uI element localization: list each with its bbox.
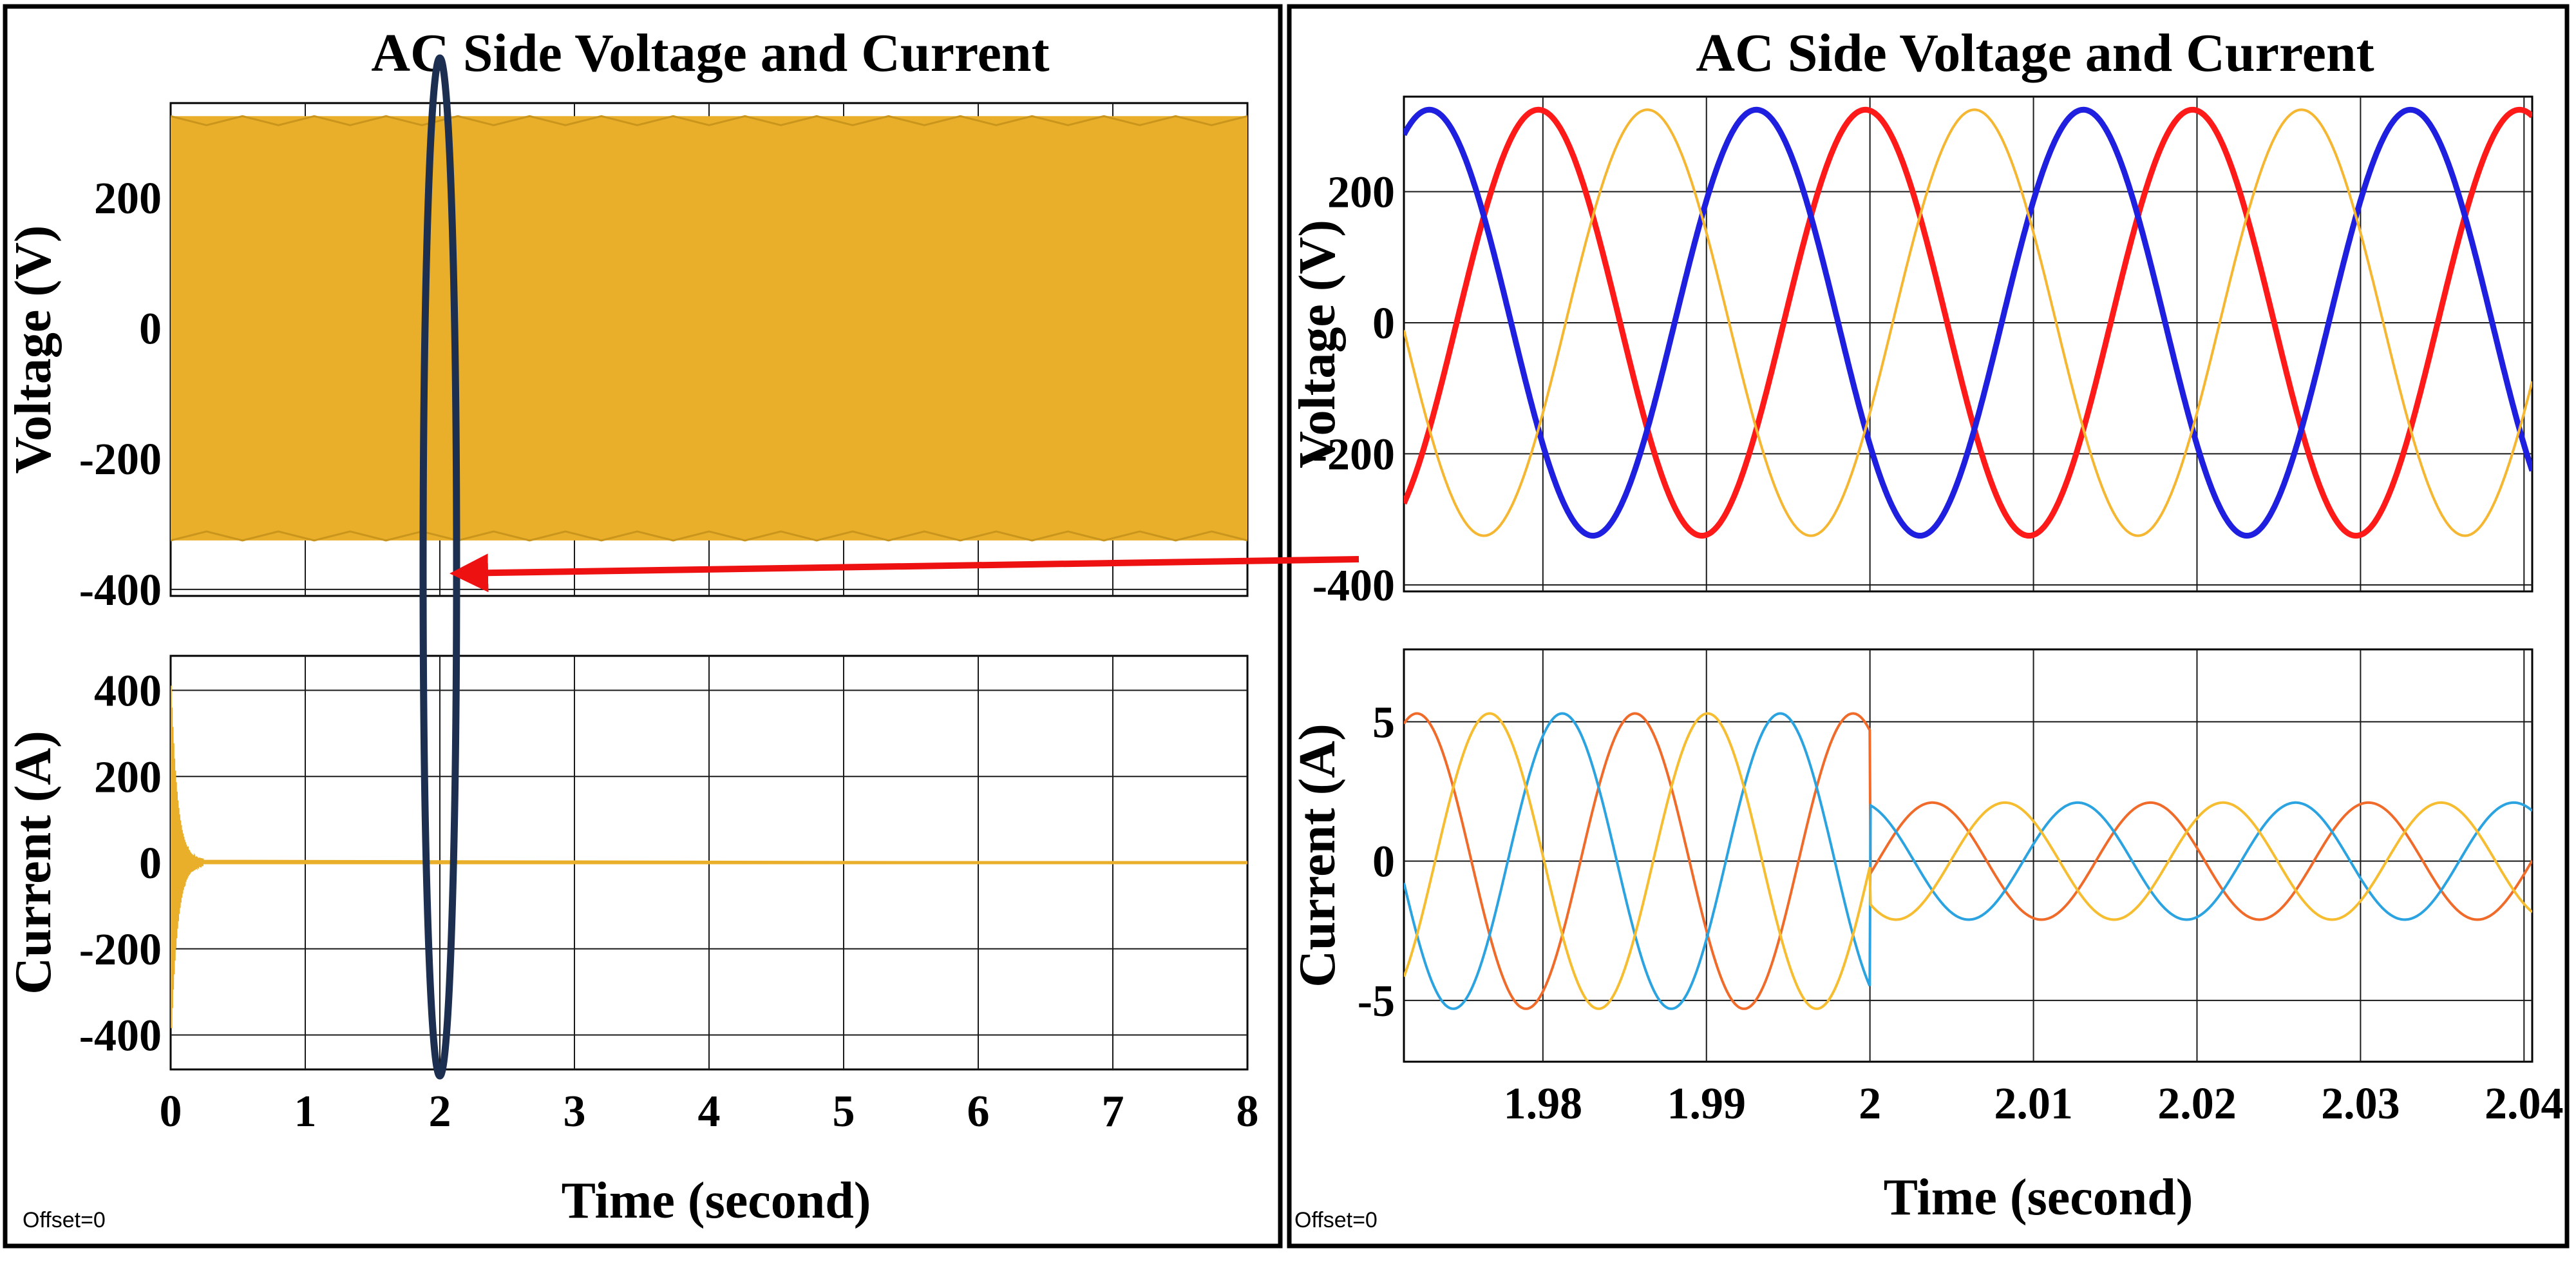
right-chart-title: AC Side Voltage and Current <box>1696 23 2374 83</box>
right-voltage-ytick-label: 0 <box>1372 299 1395 349</box>
right-current-ylabel: Current (A) <box>1289 723 1346 988</box>
right-offset-label: Offset=0 <box>1294 1208 1378 1232</box>
left-current-xtick-label: 0 <box>160 1087 182 1136</box>
right-current-grid <box>1404 649 2532 1062</box>
voltage-series-vb <box>1404 106 2532 539</box>
left-current-ytick-label: 200 <box>94 752 162 802</box>
left-voltage-ylabel: Voltage (V) <box>5 225 62 474</box>
left-current-xtick-label: 6 <box>967 1087 990 1136</box>
left-voltage-ytick-label: -400 <box>79 566 162 615</box>
right-voltage-ytick-label: -400 <box>1312 561 1395 611</box>
left-current-ytick-label: -200 <box>79 925 162 975</box>
left-current-xtick-label: 1 <box>294 1087 317 1136</box>
left-voltage-ytick-label: -200 <box>79 435 162 484</box>
voltage-envelope-top-edge <box>171 115 1247 126</box>
left-current-data <box>171 685 1247 1028</box>
voltage-series-va <box>1404 106 2532 539</box>
right-current-xtick-label: 1.98 <box>1504 1079 1583 1129</box>
right-current-xtick-label: 2.01 <box>1994 1079 2073 1129</box>
right-current-xtick-label: 2.03 <box>2321 1079 2400 1129</box>
right-current-xtick-label: 2.02 <box>2157 1079 2237 1129</box>
right-voltage-ytick-label: 200 <box>1327 168 1395 217</box>
right-current-ytick-label: 5 <box>1372 698 1395 747</box>
left-panel-frame <box>3 4 1283 1249</box>
voltage-envelope-band <box>171 116 1247 541</box>
right-current-xtick-label: 1.99 <box>1667 1079 1746 1129</box>
right-current-data <box>1404 712 2532 1010</box>
left-voltage-ytick-label: 200 <box>94 174 162 224</box>
left-offset-label: Offset=0 <box>23 1208 106 1232</box>
right-voltage-ytick-label: -200 <box>1312 430 1395 479</box>
left-current-ytick-label: -400 <box>79 1011 162 1061</box>
left-voltage-data <box>171 115 1247 542</box>
right-voltage-data <box>1404 106 2532 539</box>
current-series-ib <box>1404 712 2532 1010</box>
left-current-xtick-label: 5 <box>833 1087 855 1136</box>
right-current-ytick-label: 0 <box>1372 838 1395 887</box>
right-current-xtick-label: 2 <box>1859 1079 1881 1129</box>
right-voltage-grid <box>1404 97 2532 591</box>
left-current-xtick-label: 7 <box>1102 1087 1124 1136</box>
right-current-axes <box>1403 648 2533 1063</box>
voltage-series-vc <box>1404 108 2532 537</box>
left-current-ytick-label: 0 <box>139 839 162 888</box>
left-voltage-ytick-label: 0 <box>139 305 162 354</box>
right-panel-frame <box>1287 4 2570 1249</box>
zoom-arrow <box>450 553 1359 593</box>
left-current-ylabel: Current (A) <box>5 731 62 995</box>
left-current-xtick-label: 8 <box>1236 1087 1259 1136</box>
right-current-xtick-label: 2.04 <box>2485 1079 2564 1129</box>
voltage-envelope-bottom-edge <box>171 530 1247 542</box>
left-chart-title: AC Side Voltage and Current <box>371 23 1049 83</box>
left-xlabel: Time (second) <box>562 1173 871 1229</box>
left-current-xtick-label: 4 <box>698 1087 721 1136</box>
right-xlabel: Time (second) <box>1884 1169 2193 1226</box>
right-voltage-ylabel: Voltage (V) <box>1289 220 1346 468</box>
current-series-ic <box>1404 712 2532 1010</box>
left-current-xtick-label: 2 <box>429 1087 451 1136</box>
left-current-xtick-label: 3 <box>564 1087 586 1136</box>
right-current-ytick-label: -5 <box>1358 977 1395 1026</box>
left-current-ytick-label: 400 <box>94 667 162 716</box>
current-transient-line <box>171 685 1247 1028</box>
